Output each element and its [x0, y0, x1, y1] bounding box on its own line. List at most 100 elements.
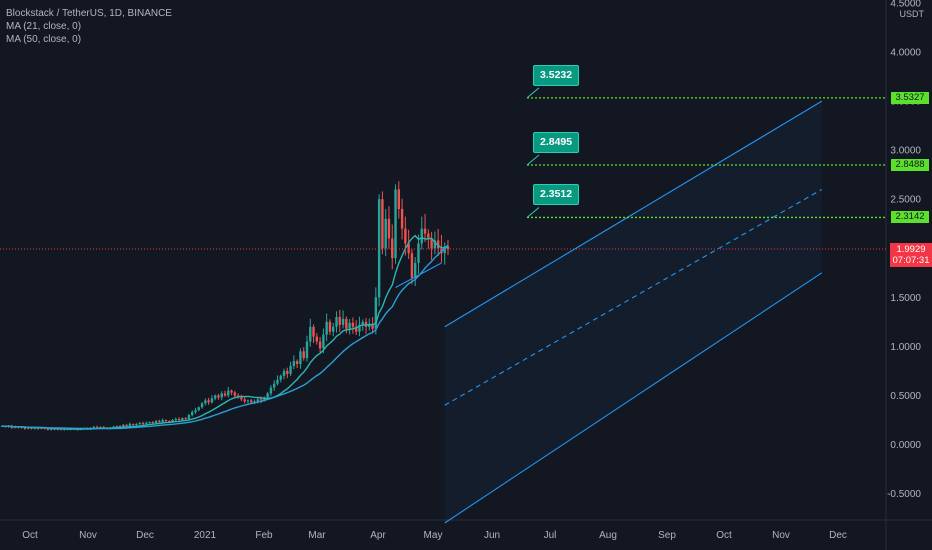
candle-body	[391, 238, 394, 259]
candle-body	[364, 321, 368, 327]
candle-body	[135, 423, 138, 425]
axis-currency: USDT	[899, 9, 925, 19]
candle-body	[341, 318, 345, 325]
target-price-badge-2: 2.8488	[891, 159, 929, 171]
candle-body	[302, 351, 305, 359]
target-callout-3[interactable]: 2.3512	[533, 184, 580, 206]
y-tick-label: 3.0000	[890, 146, 921, 157]
candle-body	[443, 246, 446, 254]
candle-body	[122, 424, 125, 427]
candle-body	[240, 397, 243, 400]
candle-body	[49, 428, 53, 430]
candle-body	[204, 400, 207, 404]
candle-body	[141, 422, 145, 424]
candle-body	[118, 425, 122, 427]
candle-body	[384, 218, 387, 249]
target-callout-2[interactable]: 2.8495	[533, 132, 580, 153]
y-tick-label: 4.0000	[890, 48, 921, 59]
y-tick-label: 1.5000	[890, 293, 921, 304]
x-tick-label: Apr	[370, 530, 386, 541]
candle-body	[158, 420, 161, 422]
y-tick-label: 1.0000	[890, 342, 921, 353]
candle-body	[289, 366, 292, 374]
candle-body	[191, 412, 194, 416]
candle-body	[400, 209, 404, 229]
candle-body	[410, 253, 414, 278]
candle-body	[128, 423, 132, 426]
candle-body	[272, 383, 276, 388]
candle-body	[358, 324, 361, 332]
support-line	[395, 262, 442, 289]
candle-body	[102, 426, 105, 428]
target-callout-1[interactable]: 3.5232	[533, 64, 580, 86]
candle-body	[27, 427, 30, 429]
candle-body	[200, 403, 204, 408]
callout-pointer	[526, 154, 540, 166]
candle-body	[145, 422, 148, 424]
candle-body	[56, 428, 59, 430]
candle-body	[420, 228, 423, 244]
candle-body	[164, 419, 168, 421]
candle-body	[381, 199, 384, 249]
candle-body	[213, 395, 217, 399]
candle-body	[177, 419, 181, 420]
ma21-line	[1, 234, 449, 430]
candle-body	[197, 407, 200, 411]
legend-symbol: Blockstack / TetherUS, 1D, BINANCE	[6, 8, 172, 19]
candle-body	[377, 199, 381, 298]
x-tick-label: Dec	[829, 530, 847, 541]
candle-body	[354, 326, 358, 332]
candle-body	[171, 419, 174, 422]
candle-body	[92, 426, 96, 428]
candle-body	[407, 243, 410, 254]
x-tick-label: May	[424, 530, 443, 541]
candle-body	[95, 426, 99, 428]
candle-body	[315, 336, 319, 342]
candle-body	[276, 379, 279, 384]
candle-body	[292, 361, 296, 367]
candle-body	[282, 370, 286, 376]
candle-body	[387, 218, 391, 239]
candle-body	[250, 400, 253, 403]
candle-body	[207, 400, 210, 403]
candle-body	[23, 426, 27, 429]
x-tick-label: Oct	[22, 530, 38, 541]
x-tick-label: Dec	[136, 530, 154, 541]
candle-body	[148, 421, 151, 423]
candle-body	[322, 334, 325, 349]
candle-body	[33, 427, 36, 429]
candle-body	[394, 189, 397, 259]
candle-body	[295, 361, 299, 365]
candle-body	[328, 321, 332, 332]
candle-body	[138, 422, 141, 424]
legend-ma21: MA (21, close, 0)	[6, 21, 82, 32]
y-tick-label: 2.5000	[890, 195, 921, 206]
candle-body	[210, 398, 214, 403]
candle-body	[351, 322, 355, 327]
callout-pointer	[526, 87, 540, 99]
chart-legend: Blockstack / TetherUS, 1D, BINANCE MA (2…	[6, 7, 172, 46]
current-price-value: 1.9929	[896, 243, 926, 255]
candle-body	[299, 351, 302, 365]
candle-body	[227, 390, 230, 396]
candle-body	[335, 316, 338, 327]
candle-body	[115, 425, 118, 427]
candle-body	[305, 341, 309, 359]
candle-body	[233, 392, 237, 396]
candle-body	[279, 375, 282, 380]
candle-body	[253, 401, 256, 403]
x-tick-label: Jun	[484, 530, 500, 541]
current-price-countdown: 07:07:31	[892, 254, 930, 266]
candle-body	[30, 427, 33, 429]
candle-body	[168, 420, 171, 422]
candle-body	[36, 427, 40, 429]
candle-body	[332, 326, 335, 332]
current-price-badge: 1.9929 07:07:31	[890, 242, 932, 267]
y-tick-label: 0.5000	[890, 391, 921, 402]
channel-upper-line	[444, 100, 823, 328]
candle-body	[417, 243, 420, 263]
candle-body	[53, 428, 56, 430]
channel-lower-line	[444, 272, 823, 524]
candle-body	[125, 424, 128, 426]
